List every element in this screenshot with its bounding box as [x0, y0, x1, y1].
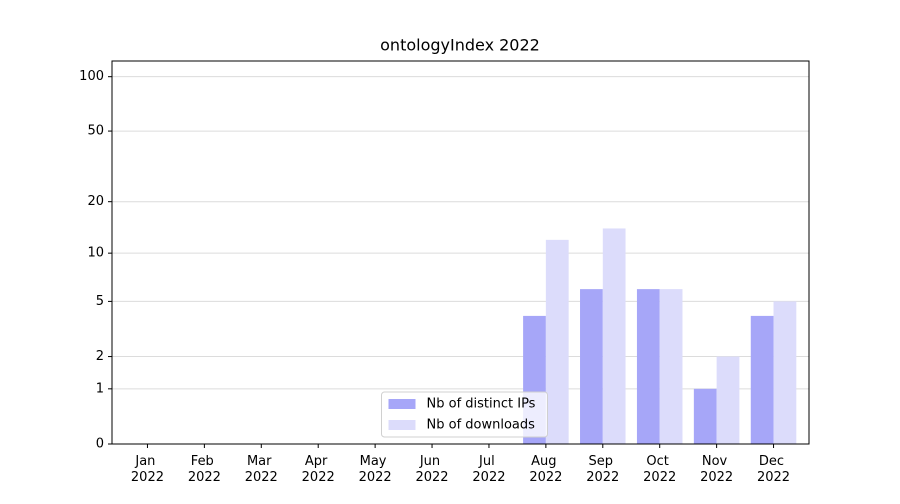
legend-label: Nb of distinct IPs: [427, 397, 536, 412]
plot-frame: [111, 60, 810, 445]
x-tick-label: May 2022: [359, 454, 392, 485]
x-tick-label: Jan 2022: [131, 454, 164, 485]
x-tick-label: Aug 2022: [529, 454, 562, 485]
legend-label: Nb of downloads: [427, 418, 536, 433]
x-tick-label: Oct 2022: [643, 454, 676, 485]
bar: [580, 289, 603, 444]
x-tick-label: Feb 2022: [188, 454, 221, 485]
bar: [545, 239, 569, 444]
y-tick-label: 100: [79, 69, 104, 84]
chart-title: ontologyIndex 2022: [380, 36, 540, 55]
y-tick-label: 10: [87, 246, 104, 261]
bar: [716, 356, 740, 444]
x-tick-label: Jul 2022: [472, 454, 505, 485]
bar: [602, 228, 626, 444]
y-tick-label: 50: [87, 124, 104, 139]
y-tick-label: 2: [96, 349, 104, 364]
y-tick-label: 5: [96, 294, 104, 309]
x-tick-label: Nov 2022: [700, 454, 733, 485]
legend-swatch: [388, 420, 416, 430]
x-tick-label: Jun 2022: [415, 454, 448, 485]
x-tick-label: Apr 2022: [302, 454, 335, 485]
y-tick-label: 1: [96, 381, 104, 396]
y-tick-label: 20: [87, 194, 104, 209]
x-tick-label: Dec 2022: [757, 454, 790, 485]
bar: [750, 315, 774, 444]
bar: [659, 289, 683, 444]
legend-swatch: [388, 399, 416, 409]
bar: [693, 388, 717, 444]
y-tick-label: 0: [96, 437, 104, 452]
legend-box: [381, 391, 548, 438]
bar: [636, 289, 660, 444]
bar: [773, 301, 797, 444]
x-tick-label: Sep 2022: [586, 454, 619, 485]
x-tick-label: Mar 2022: [245, 454, 278, 485]
